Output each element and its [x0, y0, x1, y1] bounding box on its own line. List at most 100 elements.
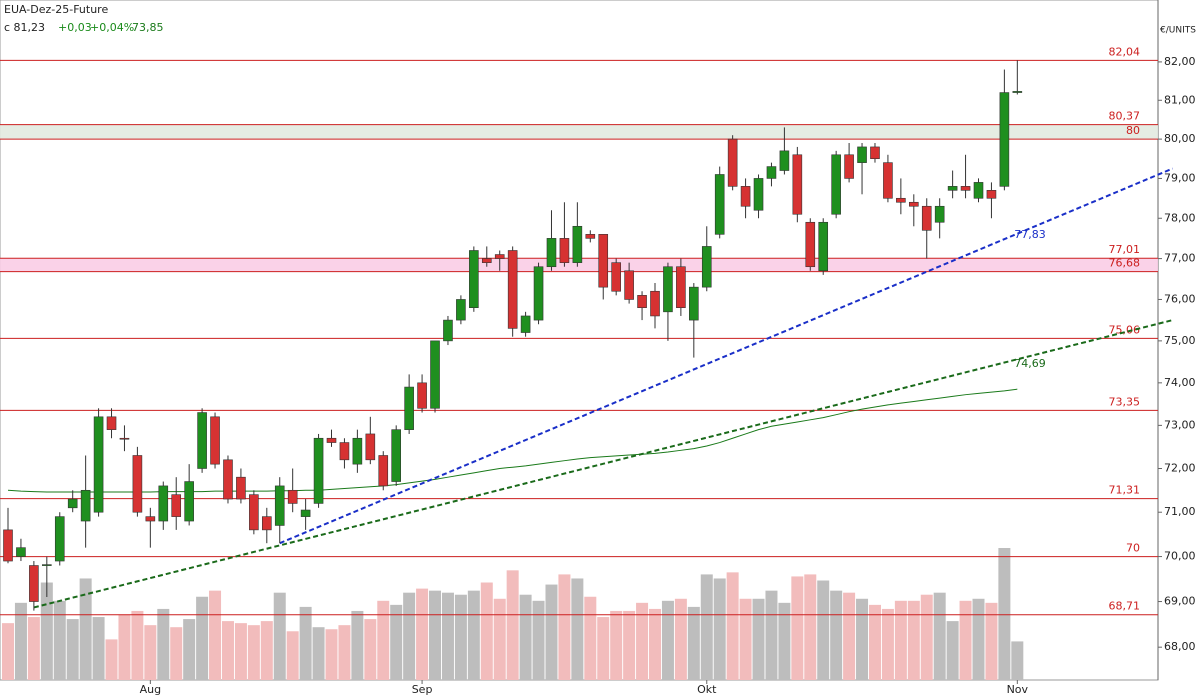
volume-bar — [791, 576, 804, 680]
volume-bar — [480, 582, 493, 680]
candle-body — [753, 178, 764, 211]
volume-bar — [545, 584, 558, 680]
candle-body — [391, 429, 402, 482]
volume-bar — [881, 608, 894, 680]
volume-bar — [14, 602, 27, 680]
volume-bar — [687, 606, 700, 680]
volume-bar — [221, 621, 234, 680]
candle-body — [572, 225, 583, 263]
y-tick-label: 80,00 — [1164, 132, 1196, 145]
candle-body — [481, 258, 492, 263]
volume-bar — [830, 590, 843, 680]
volume-bar — [234, 623, 247, 680]
candle-body — [300, 509, 311, 517]
y-tick-label: 77,00 — [1164, 252, 1196, 265]
volume-bar — [972, 598, 985, 680]
candle-body — [42, 564, 52, 566]
y-tick-label: 76,00 — [1164, 292, 1196, 305]
candle-body — [727, 138, 738, 187]
candle-body — [456, 299, 466, 321]
volume-bar — [53, 600, 66, 680]
volume-bar — [92, 617, 105, 680]
candle-body — [93, 416, 104, 513]
volume-bar — [636, 602, 649, 680]
volume-bar — [843, 592, 856, 680]
volume-bar — [778, 602, 791, 680]
volume-bar — [79, 578, 92, 680]
candle-body — [3, 529, 13, 562]
candle-body — [80, 489, 91, 522]
candle-body — [701, 246, 712, 288]
volume-bar — [377, 600, 390, 680]
volume-bar — [325, 629, 338, 680]
volume-bar — [1011, 641, 1024, 680]
volume-bar — [817, 580, 830, 680]
candle-body — [443, 319, 453, 342]
zone — [0, 124, 1158, 140]
y-tick-label: 82,00 — [1164, 55, 1196, 68]
volume-bar — [144, 625, 157, 680]
candle-body — [54, 516, 65, 562]
volume-bar — [868, 604, 881, 680]
candle-body — [986, 190, 997, 199]
level-label: 71,31 — [1109, 484, 1141, 497]
volume-bar — [118, 615, 131, 680]
candle-body — [740, 186, 751, 207]
volume-bar — [105, 639, 118, 680]
volume-bar — [765, 590, 778, 680]
candle-body — [326, 437, 337, 443]
volume-bar — [273, 592, 286, 680]
candle-body — [844, 154, 854, 179]
volume-bar — [532, 600, 545, 680]
candle-body — [663, 266, 673, 313]
candle-body — [870, 146, 880, 160]
trendline-label: 77,83 — [1014, 228, 1046, 241]
candle-body — [624, 270, 634, 300]
candle-body — [960, 186, 971, 191]
level-label: 77,01 — [1109, 243, 1141, 256]
candle-body — [236, 476, 246, 500]
y-tick-label: 73,00 — [1164, 418, 1196, 431]
volume-bar — [752, 598, 765, 680]
volume-bar — [416, 588, 429, 680]
plot-area — [0, 0, 1159, 681]
volume-bar — [713, 578, 726, 680]
volume-bar — [907, 600, 920, 680]
candle-body — [792, 154, 803, 215]
candle-body — [494, 254, 505, 259]
candle-body — [598, 234, 609, 288]
candle-body — [650, 290, 660, 317]
candle-body — [585, 234, 596, 239]
x-tick-label: Aug — [140, 683, 161, 696]
close: c 81,23 — [4, 21, 45, 34]
level-label: 75,06 — [1109, 323, 1141, 336]
x-tick-label: Sep — [412, 683, 433, 696]
volume-bar — [338, 625, 351, 680]
candle-body — [611, 262, 621, 292]
volume-bar — [66, 619, 79, 680]
candle-body — [805, 221, 816, 268]
candle-body — [249, 494, 259, 531]
volume-bar — [157, 608, 170, 680]
candle-body — [766, 166, 777, 179]
candle-body — [197, 412, 207, 469]
candle-body — [908, 201, 919, 207]
volume-bar — [920, 594, 933, 680]
change-pct: +0,04% — [90, 21, 134, 34]
level-label: 80 — [1126, 124, 1140, 137]
volume-bar — [493, 598, 506, 680]
candle-body — [999, 92, 1010, 187]
candle-body — [67, 498, 78, 509]
candle-body — [132, 455, 143, 513]
candle-body — [818, 221, 829, 272]
volume-bar — [726, 572, 739, 680]
level-label: 76,68 — [1109, 257, 1141, 270]
candle-body — [469, 250, 479, 309]
candle-body — [934, 205, 945, 223]
volume-bar — [299, 606, 312, 680]
y-tick-label: 75,00 — [1164, 334, 1196, 347]
candle-body — [378, 455, 389, 487]
volume-bar — [364, 619, 377, 680]
